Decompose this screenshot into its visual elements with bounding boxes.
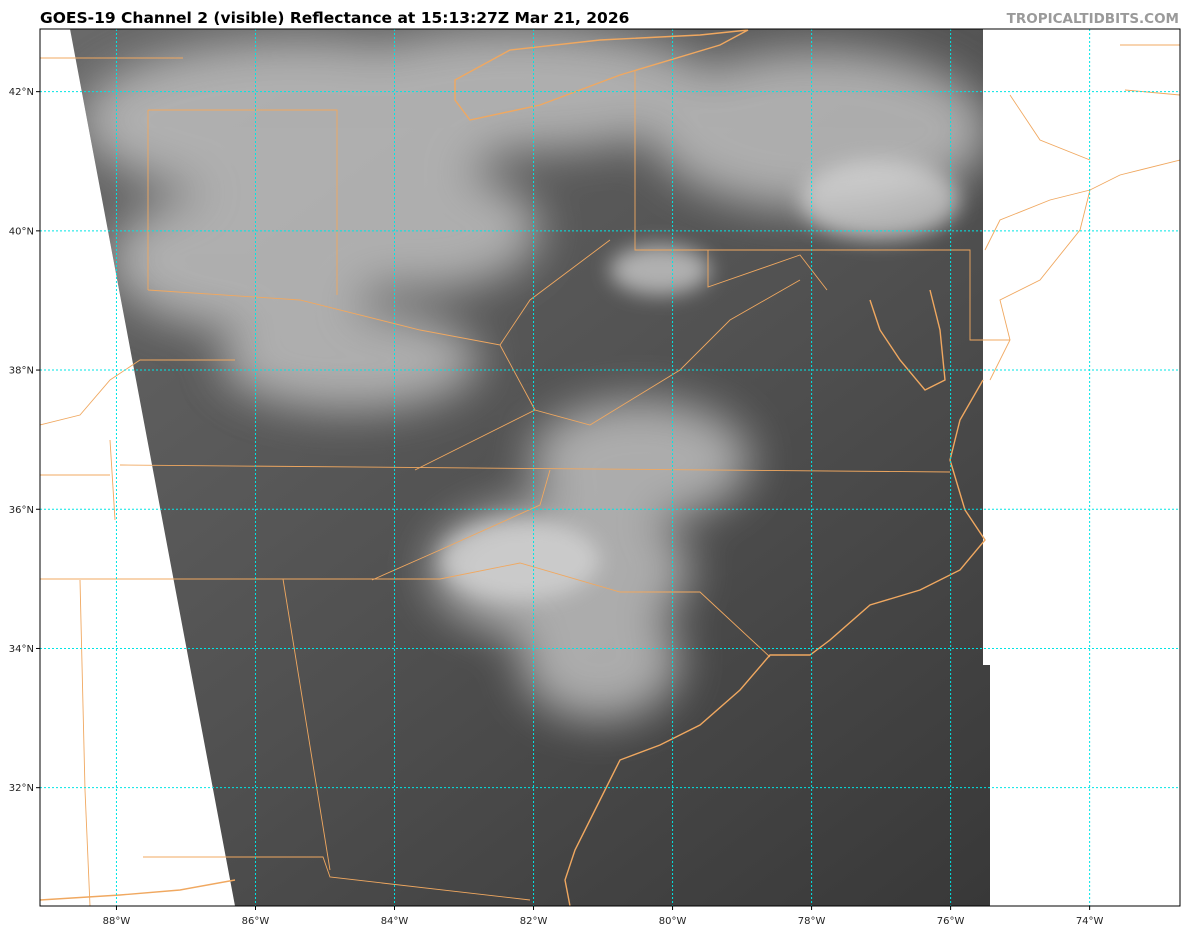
lat-tick-label: 32°N [9, 783, 34, 794]
lon-tick-label: 76°W [937, 916, 965, 927]
lat-tick-label: 38°N [9, 366, 34, 377]
lat-tick-label: 34°N [9, 644, 34, 655]
axis-ticks: 88°W 86°W 84°W 82°W 80°W 78°W 76°W 74°W 42°N 40°N… [9, 87, 1104, 927]
graticule [40, 29, 1180, 906]
lon-tick-label: 78°W [798, 916, 826, 927]
lon-tick-label: 88°W [103, 916, 131, 927]
lon-tick-label: 82°W [520, 916, 548, 927]
lon-tick-label: 74°W [1076, 916, 1104, 927]
neighbor-coast [40, 44, 1180, 906]
lat-tick-label: 40°N [9, 226, 34, 237]
lon-tick-label: 86°W [242, 916, 270, 927]
satellite-imagery [70, 29, 990, 906]
site-credit: TROPICALTIDBITS.COM [1006, 11, 1179, 27]
lon-tick-label: 84°W [381, 916, 409, 927]
map-frame [39, 28, 1181, 907]
lat-tick-label: 42°N [9, 87, 34, 98]
lon-tick-label: 80°W [659, 916, 687, 927]
lat-tick-label: 36°N [9, 505, 34, 516]
coastlines [40, 29, 986, 906]
map-title: GOES-19 Channel 2 (visible) Reflectance … [40, 9, 630, 27]
state-borders [40, 57, 1010, 901]
